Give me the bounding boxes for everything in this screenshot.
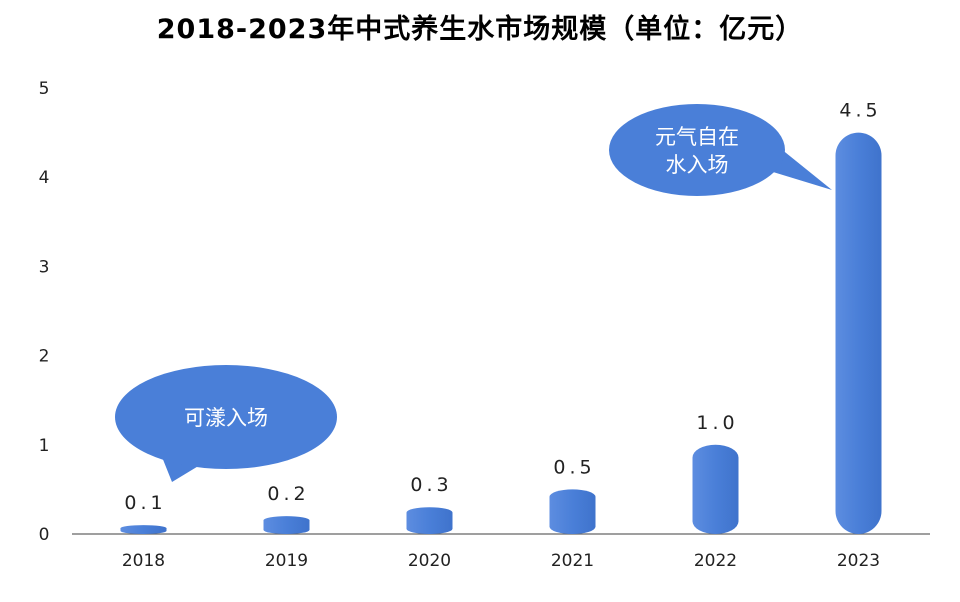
y-tick-label: 3 <box>39 257 50 277</box>
annotation-bubble: 可漾入场 <box>115 365 337 482</box>
data-label: 0.2 <box>267 483 309 505</box>
y-tick-label: 1 <box>39 436 50 456</box>
data-label: 1.0 <box>696 412 738 434</box>
annotation-text: 可漾入场 <box>184 406 268 430</box>
data-label: 0.1 <box>124 492 166 514</box>
bar-2019 <box>263 516 310 534</box>
y-tick-label: 4 <box>39 168 50 188</box>
x-tick-label: 2021 <box>551 551 594 571</box>
bar-2021 <box>549 489 596 534</box>
x-tick-label: 2018 <box>122 551 165 571</box>
data-labels: 0.1 0.2 0.3 0.5 1.0 4.5 <box>124 100 881 514</box>
data-label: 0.3 <box>410 474 452 496</box>
x-tick-label: 2022 <box>694 551 737 571</box>
annotation-text: 水入场 <box>666 153 729 177</box>
y-tick-label: 0 <box>39 525 50 545</box>
bar-2018 <box>120 525 167 534</box>
chart-title: 2018-2023年中式养生水市场规模（单位：亿元） <box>157 13 804 45</box>
bubble-body <box>115 365 337 469</box>
y-tick-label: 2 <box>39 347 50 367</box>
x-tick-label: 2019 <box>265 551 308 571</box>
data-label: 4.5 <box>839 100 881 122</box>
x-axis-ticks: 2018 2019 2020 2021 2022 2023 <box>122 551 880 571</box>
bars <box>120 132 882 534</box>
y-tick-label: 5 <box>39 79 50 99</box>
bar-2023 <box>835 132 882 534</box>
annotation-text: 元气自在 <box>655 125 739 149</box>
bar-2022 <box>692 444 739 534</box>
data-label: 0.5 <box>553 456 595 478</box>
bubble-body <box>609 104 785 196</box>
bar-2020 <box>406 507 453 534</box>
x-tick-label: 2020 <box>408 551 451 571</box>
y-axis-ticks: 0 1 2 3 4 5 <box>39 79 50 545</box>
x-tick-label: 2023 <box>837 551 880 571</box>
